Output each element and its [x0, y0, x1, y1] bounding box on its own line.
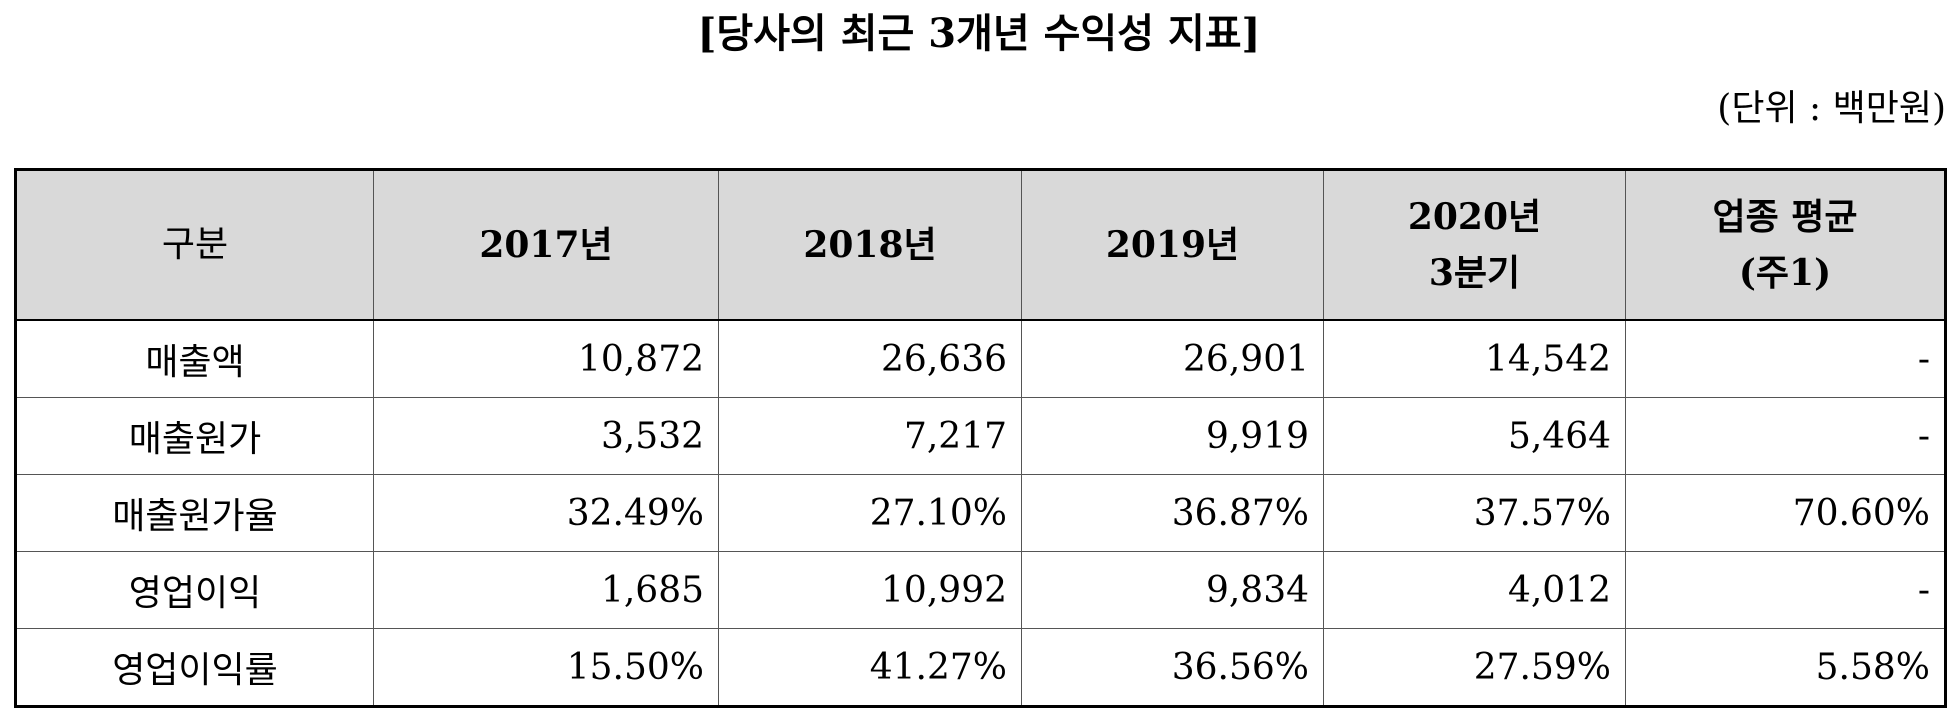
row-label: 영업이익: [15, 551, 374, 629]
row-label: 영업이익률: [15, 628, 374, 707]
table-cell: 9,834: [1021, 551, 1324, 629]
table-cell: 37.57%: [1323, 474, 1626, 552]
header-row: 구분 2017년 2018년 2019년 2020년 3분기 업종 평균 (주1…: [15, 169, 1946, 321]
table-cell: 26,636: [718, 319, 1022, 398]
row-label: 매출원가율: [15, 474, 374, 552]
table-title: [당사의 최근 3개년 수익성 지표]: [697, 10, 1261, 57]
header-text: 2017년: [479, 224, 613, 266]
table-cell: 36.87%: [1021, 474, 1324, 552]
header-industry-average: 업종 평균 (주1): [1625, 169, 1946, 321]
header-text: 2019년: [1105, 224, 1240, 266]
table-row: 매출원가율 32.49% 27.10% 36.87% 37.57% 70.60%: [15, 474, 1946, 552]
header-2017: 2017년: [373, 169, 719, 321]
table-cell: 10,992: [718, 551, 1022, 629]
row-label: 매출액: [15, 319, 374, 398]
header-text: 3분기: [1428, 252, 1521, 294]
header-text: 2020년: [1407, 196, 1542, 238]
table-cell: 27.59%: [1323, 628, 1626, 707]
header-text: 업종 평균: [1712, 196, 1858, 238]
table-cell: 4,012: [1323, 551, 1626, 629]
table-cell: 27.10%: [718, 474, 1022, 552]
header-2019: 2019년: [1021, 169, 1324, 321]
table-row: 영업이익률 15.50% 41.27% 36.56% 27.59% 5.58%: [15, 628, 1946, 707]
table-cell: -: [1625, 397, 1946, 475]
header-2020-q3: 2020년 3분기: [1323, 169, 1626, 321]
table-cell: 9,919: [1021, 397, 1324, 475]
table-cell: 15.50%: [373, 628, 719, 707]
table-row: 영업이익 1,685 10,992 9,834 4,012 -: [15, 551, 1946, 629]
header-2018: 2018년: [718, 169, 1022, 321]
table-cell: 5.58%: [1625, 628, 1946, 707]
header-text: 2018년: [803, 224, 937, 266]
table-cell: 10,872: [373, 319, 719, 398]
table-row: 매출액 10,872 26,636 26,901 14,542 -: [15, 319, 1946, 398]
table-cell: 3,532: [373, 397, 719, 475]
table-row: 매출원가 3,532 7,217 9,919 5,464 -: [15, 397, 1946, 475]
table-cell: 1,685: [373, 551, 719, 629]
table-cell: 26,901: [1021, 319, 1324, 398]
unit-note: (단위 : 백만원): [1717, 88, 1946, 129]
table-cell: 32.49%: [373, 474, 719, 552]
table-cell: 36.56%: [1021, 628, 1324, 707]
table-cell: -: [1625, 551, 1946, 629]
table-cell: 5,464: [1323, 397, 1626, 475]
table-cell: 41.27%: [718, 628, 1022, 707]
profitability-table: 구분 2017년 2018년 2019년 2020년 3분기 업종 평균 (주1…: [14, 168, 1947, 708]
header-text: 구분: [161, 224, 229, 265]
table-cell: 14,542: [1323, 319, 1626, 398]
row-label: 매출원가: [15, 397, 374, 475]
table-cell: 7,217: [718, 397, 1022, 475]
table-cell: 70.60%: [1625, 474, 1946, 552]
header-text: (주1): [1738, 252, 1832, 294]
table-cell: -: [1625, 319, 1946, 398]
header-category: 구분: [15, 169, 374, 321]
